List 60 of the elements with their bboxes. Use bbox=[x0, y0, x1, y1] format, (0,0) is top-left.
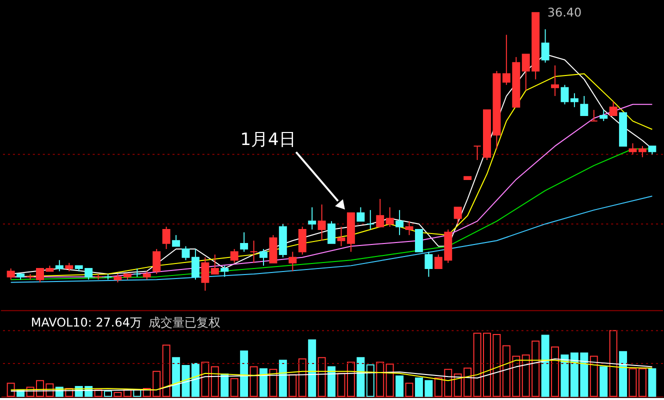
candlestick bbox=[551, 64, 560, 97]
bar bbox=[328, 366, 336, 397]
candlestick bbox=[210, 254, 219, 275]
candlestick bbox=[638, 146, 646, 158]
candlestick bbox=[473, 146, 482, 160]
candlestick bbox=[318, 204, 326, 242]
candlestick bbox=[570, 92, 578, 108]
candlestick bbox=[162, 226, 170, 250]
bar bbox=[356, 357, 365, 397]
candlestick bbox=[386, 206, 394, 228]
candlestick bbox=[288, 251, 297, 272]
candlestick bbox=[55, 260, 64, 272]
candlestick bbox=[414, 229, 423, 252]
candlestick bbox=[560, 84, 569, 105]
bar bbox=[220, 374, 229, 397]
candlestick bbox=[308, 206, 316, 230]
candlestick bbox=[220, 265, 229, 278]
candlestick bbox=[230, 248, 238, 264]
bar bbox=[560, 354, 569, 397]
candlestick bbox=[191, 248, 200, 280]
candlestick bbox=[356, 206, 365, 222]
bar bbox=[396, 376, 404, 397]
candlestick bbox=[609, 101, 618, 116]
candlestick bbox=[298, 226, 306, 256]
candlestick bbox=[424, 251, 433, 278]
text: MAVOL10: 27.64万 bbox=[30, 316, 142, 330]
candlestick bbox=[580, 96, 588, 116]
candlestick bbox=[201, 256, 210, 292]
candlestick bbox=[328, 220, 336, 244]
candlestick bbox=[133, 268, 142, 278]
candlestick bbox=[337, 226, 346, 247]
candlestick bbox=[600, 109, 608, 122]
annotation: 36.40 bbox=[547, 6, 582, 20]
candlestick bbox=[172, 234, 180, 247]
bar bbox=[600, 366, 608, 397]
candlestick bbox=[240, 232, 248, 252]
candlestick bbox=[250, 240, 258, 264]
candlestick bbox=[628, 142, 637, 155]
candlestick bbox=[396, 210, 404, 236]
bar bbox=[172, 357, 180, 397]
bar bbox=[278, 360, 287, 397]
bar bbox=[308, 339, 316, 397]
candlestick bbox=[260, 248, 268, 266]
candlestick bbox=[376, 198, 384, 228]
bar bbox=[648, 368, 656, 397]
bar bbox=[619, 351, 628, 397]
bar bbox=[260, 368, 268, 397]
bar bbox=[191, 363, 200, 397]
candlestick bbox=[366, 210, 374, 230]
candlestick bbox=[590, 109, 598, 122]
candlestick bbox=[405, 220, 414, 236]
candlestick bbox=[541, 28, 550, 64]
candlestick bbox=[152, 248, 161, 275]
candlestick bbox=[6, 268, 15, 280]
bar bbox=[240, 350, 248, 397]
candlestick bbox=[454, 206, 462, 224]
text: 成交量已复权 bbox=[148, 316, 221, 330]
annotation: 1月4日 bbox=[240, 129, 296, 150]
bar bbox=[541, 334, 550, 397]
candlestick bbox=[182, 246, 190, 261]
